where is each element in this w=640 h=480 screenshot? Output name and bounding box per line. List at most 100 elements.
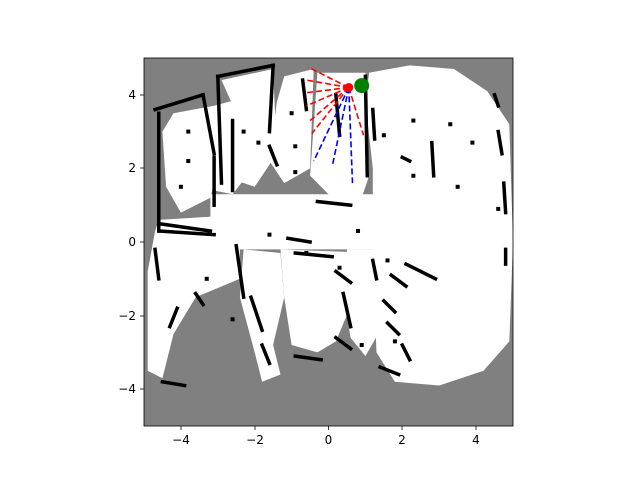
- obstacle-cell: [359, 343, 364, 348]
- x-tick-label: 4: [472, 433, 480, 447]
- range-ray-blue: [347, 87, 354, 184]
- y-tick-label: −2: [118, 309, 136, 323]
- wall-segment: [388, 272, 409, 289]
- wall-segment: [333, 268, 354, 285]
- y-axis: −4 −2 0 2 4: [118, 88, 144, 396]
- obstacle-layer: [152, 63, 508, 388]
- wall-segment: [333, 335, 354, 352]
- obstacle-cell: [392, 339, 397, 344]
- obstacle-cell: [186, 129, 191, 134]
- wall-segment: [385, 320, 402, 337]
- obstacle-cell: [178, 184, 183, 189]
- free-region: [210, 194, 506, 250]
- wall-segment: [152, 92, 206, 112]
- obstacle-cell: [230, 317, 235, 322]
- x-axis: −4 −2 0 2 4: [172, 426, 480, 447]
- obstacle-cell: [411, 173, 416, 178]
- free-region: [239, 249, 285, 382]
- range-ray-red: [304, 86, 349, 94]
- wall-segment: [156, 221, 213, 233]
- range-ray-blue: [313, 87, 350, 162]
- obstacle-cell: [293, 144, 298, 149]
- y-tick-label: −4: [118, 382, 136, 396]
- x-tick: 2: [398, 426, 406, 447]
- robot-marker: [344, 82, 354, 92]
- wall-segment: [399, 342, 413, 363]
- obstacle-cell: [470, 140, 475, 145]
- wall-segment: [248, 294, 265, 333]
- free-region: [269, 69, 314, 184]
- wall-segment: [160, 379, 187, 388]
- x-tick-label: 2: [398, 433, 406, 447]
- y-tick: −2: [118, 309, 144, 323]
- y-tick-label: 4: [128, 88, 136, 102]
- wall-segment: [259, 342, 272, 366]
- range-ray-red: [307, 66, 350, 89]
- obstacle-cell: [356, 228, 361, 233]
- obstacle-cell: [267, 232, 272, 237]
- obstacle-cell: [385, 258, 390, 263]
- x-tick: −2: [246, 426, 264, 447]
- pose-markers-layer: [344, 78, 370, 94]
- x-tick-label: −2: [246, 433, 264, 447]
- range-ray-red: [311, 86, 350, 134]
- wall-segment: [315, 199, 353, 208]
- x-tick-label: 0: [325, 433, 333, 447]
- wall-segment: [193, 291, 206, 307]
- plot-area: [143, 57, 514, 427]
- wall-segment: [200, 92, 217, 156]
- wall-segment: [399, 155, 413, 164]
- wall-segment: [293, 251, 335, 259]
- wall-segment: [215, 74, 224, 185]
- wall-segment: [167, 305, 180, 329]
- obstacle-cell: [186, 159, 191, 164]
- wall-segment: [377, 364, 401, 377]
- range-ray-red: [306, 79, 349, 89]
- range-ray-red: [306, 86, 350, 107]
- wall-segment: [300, 78, 309, 112]
- x-tick-label: −4: [172, 433, 190, 447]
- wall-segment: [153, 247, 161, 281]
- wall-segment: [156, 229, 216, 237]
- obstacle-cell: [455, 184, 460, 189]
- wall-segment: [381, 298, 398, 315]
- x-tick: 0: [325, 426, 333, 447]
- y-tick: −4: [118, 382, 144, 396]
- wall-segment: [234, 243, 246, 300]
- wall-segment: [403, 261, 438, 282]
- obstacle-cell: [304, 251, 309, 256]
- y-tick: 2: [128, 161, 144, 175]
- free-region: [147, 216, 240, 379]
- x-tick: −4: [172, 426, 190, 447]
- wall-segment: [215, 63, 276, 79]
- wall-segment: [267, 144, 280, 167]
- obstacle-cell: [256, 140, 261, 145]
- wall-segment: [341, 291, 353, 329]
- obstacle-cell: [204, 276, 209, 281]
- wall-segment: [285, 236, 313, 245]
- free-region: [221, 69, 277, 187]
- obstacle-cell: [337, 265, 342, 270]
- obstacle-cell: [381, 133, 386, 138]
- free-region: [343, 249, 381, 357]
- range-rays-layer: [304, 66, 365, 184]
- goal-marker: [354, 78, 370, 94]
- wall-segment: [370, 258, 379, 281]
- range-ray-red: [348, 87, 365, 136]
- obstacle-cell: [289, 111, 294, 116]
- obstacle-cell: [293, 170, 298, 175]
- x-tick: 4: [472, 426, 480, 447]
- wall-segment: [370, 107, 377, 141]
- obstacle-cell: [411, 118, 416, 123]
- wall-segment: [267, 63, 275, 134]
- wall-segment: [429, 140, 436, 178]
- range-ray-blue: [331, 87, 350, 167]
- wall-segment: [293, 354, 324, 362]
- wall-segment: [496, 129, 504, 156]
- obstacle-cell: [241, 129, 246, 134]
- obstacle-cell: [496, 206, 501, 211]
- wall-segment: [501, 181, 508, 215]
- y-tick: 0: [128, 235, 144, 249]
- y-tick-label: 0: [128, 235, 136, 249]
